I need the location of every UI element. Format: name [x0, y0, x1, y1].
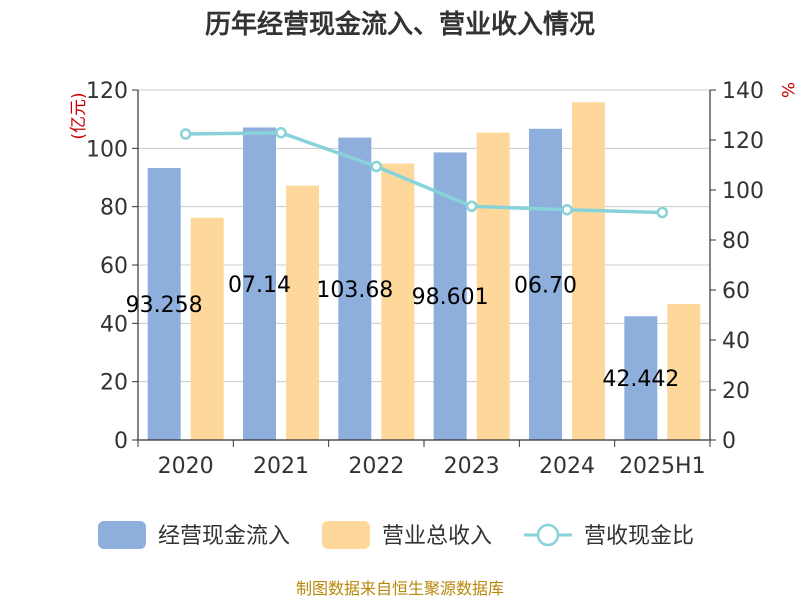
ratio-point	[656, 206, 669, 219]
bar-revenue	[286, 185, 319, 440]
legend-swatch	[98, 521, 146, 549]
legend-marker	[536, 523, 560, 547]
bar-value-label: 07.14	[228, 273, 291, 298]
x-tick-label: 2024	[539, 454, 595, 479]
x-tick-label: 2021	[253, 454, 309, 479]
bar-cash-inflow	[338, 137, 372, 440]
bar-revenue	[190, 217, 224, 440]
legend: 经营现金流入 营业总收入 营收现金比	[98, 521, 694, 549]
right-tick-label: 120	[722, 129, 764, 154]
right-tick-label: 20	[722, 379, 750, 404]
left-tick-label: 20	[100, 371, 128, 396]
bar-value-label: 06.70	[514, 273, 577, 298]
right-tick-label: 140	[722, 79, 764, 104]
bar-revenue	[381, 163, 415, 440]
bar-cash-inflow	[529, 128, 562, 440]
bar-revenue	[476, 132, 510, 441]
right-tick-label: 100	[722, 179, 764, 204]
bar-cash-inflow	[624, 316, 658, 440]
right-axis-unit: %	[777, 82, 797, 98]
bar-cash-inflow	[243, 127, 276, 440]
legend-label: 营收现金比	[584, 524, 694, 549]
right-tick-label: 40	[722, 329, 750, 354]
bar-cash-inflow	[147, 168, 181, 441]
x-tick-label: 2022	[348, 454, 404, 479]
left-tick-label: 100	[86, 137, 128, 162]
ratio-point	[465, 200, 478, 212]
left-tick-label: 80	[100, 196, 128, 221]
legend-label: 营业总收入	[382, 524, 492, 549]
ratio-point	[370, 160, 383, 173]
bar-revenue	[667, 304, 701, 440]
x-tick-label: 2025H1	[619, 454, 706, 479]
bar-value-label: 98.601	[412, 285, 489, 310]
ratio-line-path	[185, 130, 663, 215]
ratio-point	[561, 204, 573, 216]
bar-value-label: 42.442	[602, 367, 679, 392]
bar-value-label: 103.68	[316, 278, 393, 303]
legend-swatch	[322, 521, 370, 549]
x-tick-label: 2023	[444, 454, 500, 479]
right-tick-label: 60	[722, 279, 750, 304]
ratio-line	[179, 127, 669, 219]
right-tick-label: 0	[722, 429, 736, 454]
axes: 0 20 40 60 80 100 120 0 20 40 60 80 100 120 140 2020 202…	[86, 79, 764, 479]
legend-item: 营业总收入	[322, 521, 492, 549]
bar-revenue	[572, 102, 605, 440]
source-note: 制图数据来自恒生聚源数据库	[296, 579, 504, 598]
legend-item: 经营现金流入	[98, 521, 290, 549]
right-tick-label: 80	[722, 229, 750, 254]
chart-title: 历年经营现金流入、营业收入情况	[205, 9, 595, 40]
bar-value-label: 93.258	[126, 293, 203, 318]
left-axis-unit: (亿元)	[69, 92, 89, 139]
x-tick-label: 2020	[158, 454, 214, 479]
legend-item: 营收现金比	[524, 523, 694, 549]
bars	[147, 102, 701, 441]
left-tick-label: 120	[86, 79, 128, 104]
gridlines	[138, 89, 710, 383]
left-tick-label: 0	[114, 429, 128, 454]
left-tick-label: 40	[100, 312, 128, 337]
ratio-point	[179, 128, 192, 140]
ratio-point	[275, 127, 287, 139]
left-tick-label: 60	[100, 254, 128, 279]
legend-label: 经营现金流入	[158, 524, 290, 549]
